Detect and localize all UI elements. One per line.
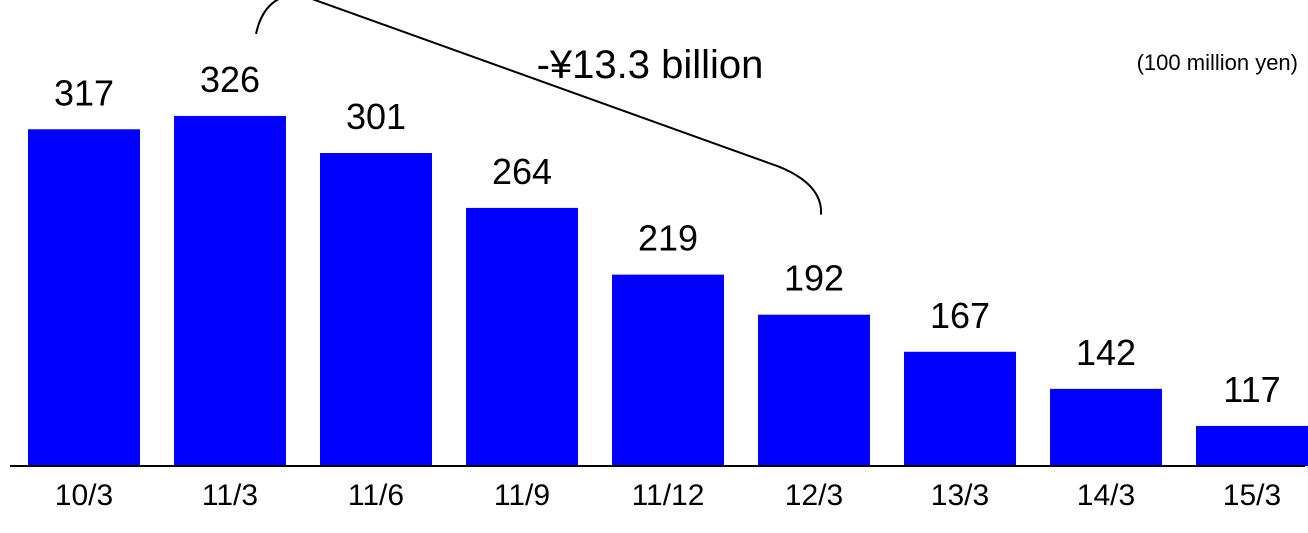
bar-12-3 (758, 314, 870, 466)
tick-label-11-9: 11/9 (494, 479, 550, 512)
tick-label-14-3: 14/3 (1077, 479, 1135, 512)
tick-label-11-12: 11/12 (632, 479, 705, 512)
tick-label-13-3: 13/3 (931, 479, 989, 512)
tick-label-11-3: 11/3 (202, 479, 258, 512)
value-label-11-3: 326 (200, 59, 260, 100)
value-label-11-9: 264 (492, 151, 552, 192)
tick-label-11-6: 11/6 (348, 479, 404, 512)
tick-label-10-3: 10/3 (55, 479, 113, 512)
value-label-11-12: 219 (638, 218, 698, 259)
tick-label-15-3: 15/3 (1223, 479, 1281, 512)
bar-13-3 (904, 351, 1016, 466)
value-label-12-3: 192 (784, 258, 844, 299)
bars-group (28, 115, 1308, 467)
change-annotation: -¥13.3 billion (537, 43, 764, 87)
tick-labels-group: 10/3 11/3 11/6 11/9 11/12 12/3 13/3 14/3 15/3 (55, 479, 1281, 512)
change-bracket (255, 0, 823, 215)
bar-11-3 (174, 115, 286, 466)
value-label-14-3: 142 (1076, 332, 1136, 373)
value-labels-group: 317 326 301 264 219 192 167 142 117 (54, 59, 1281, 410)
bar-14-3 (1050, 388, 1162, 466)
bar-15-3 (1196, 425, 1308, 466)
value-label-11-6: 301 (346, 96, 406, 137)
bar-11-9 (466, 207, 578, 466)
value-label-15-3: 117 (1223, 369, 1280, 410)
bar-10-3 (28, 129, 140, 467)
value-label-10-3: 317 (54, 72, 114, 113)
unit-label: (100 million yen) (1137, 50, 1298, 75)
tick-label-12-3: 12/3 (785, 479, 843, 512)
value-label-13-3: 167 (930, 295, 990, 336)
bar-11-6 (320, 153, 432, 466)
bar-11-12 (612, 274, 724, 466)
